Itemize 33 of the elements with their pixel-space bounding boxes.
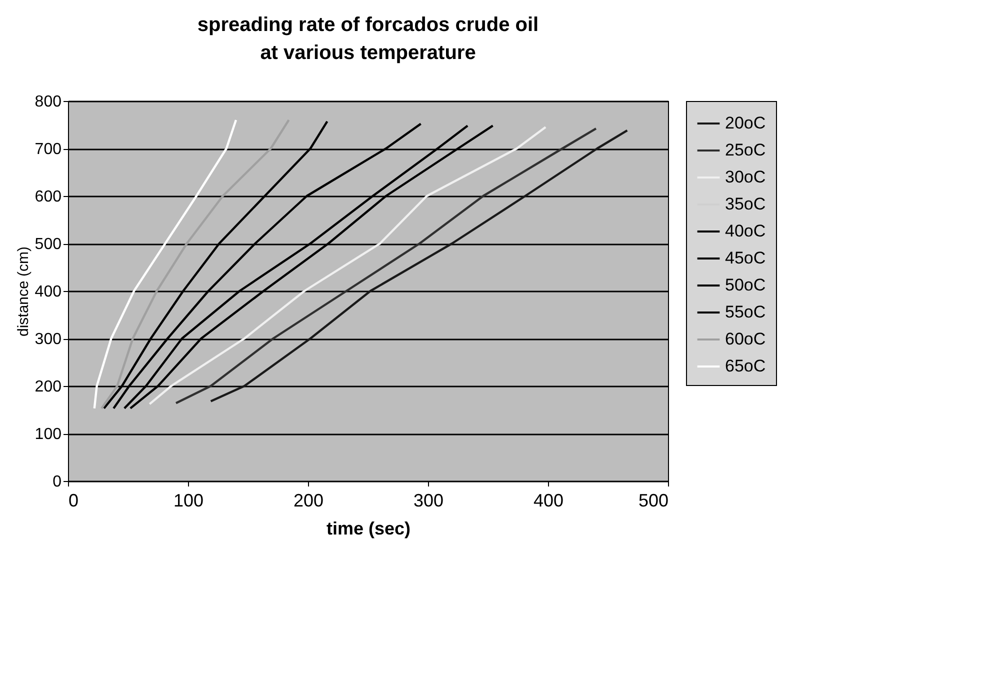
x-axis-title: time (sec) — [326, 518, 411, 538]
y-tick-label: 200 — [34, 378, 62, 396]
x-tick-label: 400 — [533, 490, 564, 510]
y-tick-label: 100 — [34, 426, 62, 443]
x-tick-label: 200 — [293, 490, 324, 510]
y-tick-label: 300 — [34, 331, 62, 348]
legend-label: 45oC — [725, 248, 766, 268]
x-tick-label: 300 — [413, 490, 444, 510]
line-series — [100, 118, 290, 410]
y-tick-label: 600 — [34, 188, 62, 206]
y-axis-title: distance (cm) — [14, 246, 32, 337]
x-tick-label: 0 — [68, 490, 79, 510]
legend-label: 35oC — [725, 194, 766, 214]
legend-label: 55oC — [725, 302, 766, 322]
x-tick-label: 500 — [638, 490, 668, 510]
line-series — [148, 126, 547, 406]
legend-label: 40oC — [725, 222, 766, 240]
y-tick-label: 800 — [34, 94, 62, 110]
line-series — [93, 118, 238, 410]
legend-label: 60oC — [725, 330, 766, 348]
legend-label: 25oC — [725, 140, 766, 160]
y-tick-label: 500 — [34, 236, 62, 253]
y-tick-label: 700 — [34, 141, 62, 158]
legend-label: 30oC — [725, 168, 766, 186]
line-series — [210, 129, 628, 402]
legend-label: 20oC — [725, 114, 766, 132]
legend-label: 50oC — [725, 276, 766, 294]
legend-label: 65oC — [725, 356, 766, 376]
line-series — [174, 127, 598, 404]
y-tick-label: 0 — [52, 474, 62, 490]
y-tick-label: 400 — [34, 284, 62, 300]
x-tick-label: 100 — [173, 490, 204, 510]
chart-title: spreading rate of forcados crude oil at various temperature — [197, 14, 539, 64]
